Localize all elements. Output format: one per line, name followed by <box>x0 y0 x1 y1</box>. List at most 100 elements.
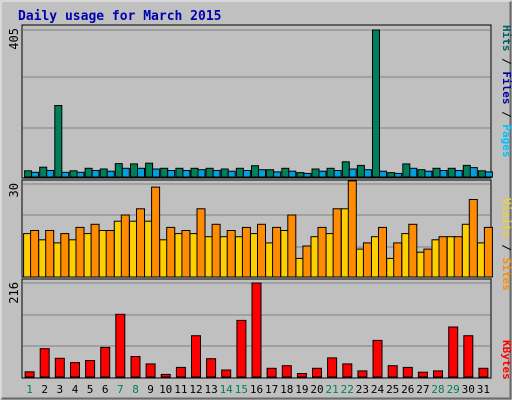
hits-bar-day-21 <box>326 167 335 178</box>
files-bar-day-21 <box>333 170 342 178</box>
kbytes-bar-day-18 <box>281 365 292 378</box>
panel-kbytes-ymax-label: 216 <box>7 282 21 304</box>
files-bar-day-2 <box>46 170 55 178</box>
legend-sites: Sites <box>500 258 512 291</box>
panel-sites-visits-legend: Visits / Sites <box>500 198 512 291</box>
files-bar-day-29 <box>454 170 463 178</box>
panel-kbytes-bars <box>24 282 489 378</box>
panel-hits-files: 405 Hits / Files / Pages <box>7 24 512 179</box>
x-tick-label-day-5: 5 <box>87 383 94 396</box>
x-tick-label-day-22: 22 <box>341 383 354 396</box>
hits-bar-day-13 <box>205 167 214 178</box>
x-tick-label-day-9: 9 <box>147 383 154 396</box>
panel-sites-visits-bars <box>23 180 493 278</box>
legend-pages: Pages <box>500 124 512 157</box>
hits-bar-day-28 <box>432 167 441 178</box>
files-bar-day-16 <box>258 169 266 178</box>
files-bar-day-8 <box>137 167 145 178</box>
hits-bar-day-7 <box>114 163 123 178</box>
hits-bar-day-20 <box>311 168 320 178</box>
files-bar-day-28 <box>439 170 448 178</box>
panel-kbytes-legend: KBytes <box>500 340 512 380</box>
sites-bar-day-5 <box>90 223 100 278</box>
sites-bar-day-6 <box>105 230 115 278</box>
kbytes-bar-day-19 <box>296 373 307 378</box>
svg-text:Hits / Files / Pages: Hits / Files / Pages <box>500 25 512 158</box>
files-bar-day-4 <box>76 171 85 178</box>
x-tick-label-day-25: 25 <box>386 383 399 396</box>
x-tick-label-day-26: 26 <box>401 383 414 396</box>
x-tick-label-day-14: 14 <box>220 383 234 396</box>
hits-bar-day-29 <box>447 167 456 178</box>
x-tick-label-day-19: 19 <box>295 383 308 396</box>
x-tick-label-day-23: 23 <box>356 383 369 396</box>
kbytes-bar-day-24 <box>372 339 383 378</box>
x-tick-label-day-18: 18 <box>280 383 293 396</box>
sites-bar-day-31 <box>483 226 493 278</box>
sites-bar-day-2 <box>45 230 55 278</box>
svg-text:Visits / Sites: Visits / Sites <box>500 198 512 291</box>
sites-bar-day-21 <box>332 208 342 278</box>
x-tick-label-day-8: 8 <box>132 383 139 396</box>
sites-bar-day-18 <box>287 214 297 278</box>
x-tick-label-day-17: 17 <box>265 383 278 396</box>
x-tick-label-day-3: 3 <box>56 383 63 396</box>
x-tick-label-day-11: 11 <box>174 383 187 396</box>
hits-bar-day-17 <box>266 169 275 178</box>
hits-bar-day-30 <box>462 164 471 178</box>
sites-bar-day-12 <box>196 208 206 278</box>
legend-files: Files <box>500 71 512 104</box>
hits-bar-day-12 <box>190 167 199 178</box>
kbytes-bar-day-16 <box>251 282 262 378</box>
files-bar-day-23 <box>363 169 372 178</box>
kbytes-bar-day-26 <box>402 366 413 378</box>
sites-bar-day-25 <box>393 242 403 278</box>
kbytes-bar-day-21 <box>327 357 338 378</box>
sites-bar-day-7 <box>120 214 130 278</box>
kbytes-bar-day-15 <box>236 319 247 378</box>
sites-bar-day-22 <box>347 180 357 278</box>
hits-bar-day-5 <box>84 167 93 178</box>
files-bar-day-1 <box>31 171 40 178</box>
files-bar-day-31 <box>484 171 493 178</box>
kbytes-bar-day-17 <box>266 367 277 378</box>
hits-bar-day-10 <box>160 167 169 178</box>
panel-hits-files-bars <box>24 29 493 178</box>
hits-bar-day-26 <box>402 163 411 178</box>
sites-bar-day-29 <box>453 236 463 278</box>
files-bar-day-24 <box>379 170 387 178</box>
x-tick-label-day-29: 29 <box>447 383 460 396</box>
legend-visits: Visits <box>500 198 512 238</box>
panel-hits-files-ymax-label: 405 <box>7 28 21 50</box>
x-tick-label-day-2: 2 <box>41 383 48 396</box>
hits-bar-day-8 <box>130 163 138 178</box>
panel-hits-files-plot-area <box>21 24 492 179</box>
hits-bar-day-25 <box>387 172 396 178</box>
kbytes-bar-day-11 <box>175 366 186 378</box>
files-bar-day-13 <box>212 170 221 178</box>
kbytes-bar-day-1 <box>24 371 35 378</box>
hits-bar-day-1 <box>24 170 33 178</box>
panel-hits-files-gridlines <box>23 29 490 129</box>
files-bar-day-14 <box>227 170 236 178</box>
x-tick-label-day-12: 12 <box>189 383 202 396</box>
kbytes-bar-day-5 <box>85 360 96 378</box>
sites-bar-day-10 <box>166 226 176 278</box>
hits-bar-day-2 <box>39 166 48 178</box>
legend-hits: Hits <box>500 25 512 52</box>
kbytes-bar-day-10 <box>160 373 171 378</box>
kbytes-bar-day-30 <box>463 335 474 378</box>
files-bar-day-12 <box>197 169 206 178</box>
hits-bar-day-6 <box>99 168 108 178</box>
x-tick-label-day-4: 4 <box>72 383 79 396</box>
hits-bar-day-4 <box>69 170 78 178</box>
hits-bar-day-19 <box>296 172 305 178</box>
hits-bar-day-23 <box>356 164 365 178</box>
kbytes-bar-day-29 <box>448 326 459 378</box>
files-bar-day-19 <box>303 172 312 178</box>
x-tick-label-day-27: 27 <box>416 383 429 396</box>
hits-bar-day-3 <box>54 105 63 178</box>
x-tick-label-day-24: 24 <box>371 383 385 396</box>
